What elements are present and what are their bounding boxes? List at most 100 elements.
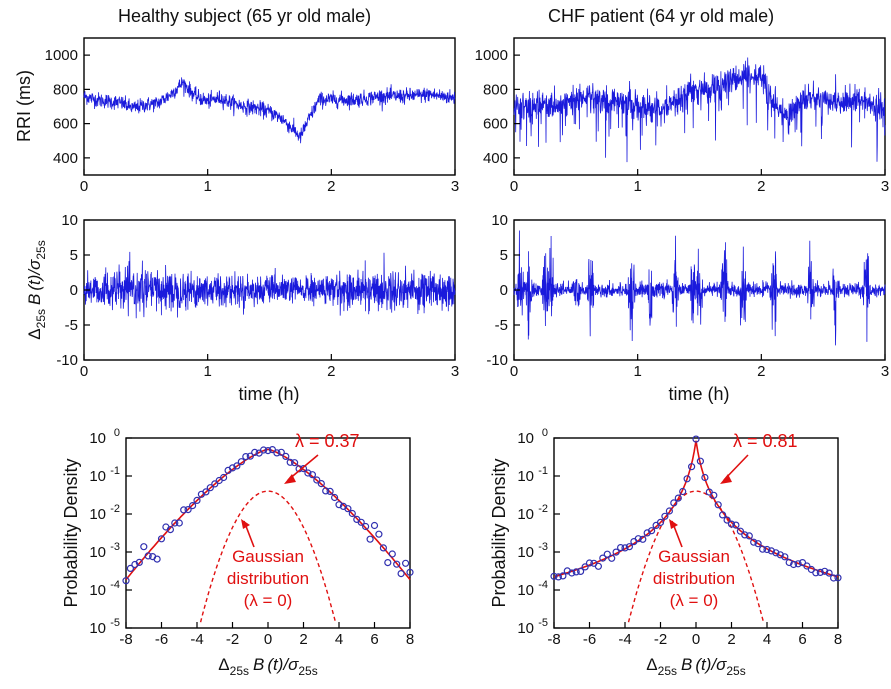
pdf-healthy-data-point xyxy=(135,558,143,567)
rri-healthy-xtick-label: 0 xyxy=(80,178,88,195)
pdf-chf-xtick-label: -8 xyxy=(547,631,560,648)
pdf-chf-data-point xyxy=(674,494,682,502)
incr-healthy-ytick-label: -10 xyxy=(56,352,78,369)
rri-chf-ytick-label: 1000 xyxy=(475,47,508,64)
pdf-healthy-xtick-label: -8 xyxy=(119,631,132,648)
pdf-chf-data-point xyxy=(701,473,709,482)
incr-healthy-xtick-label: 0 xyxy=(80,363,88,380)
right-panel-title: CHF patient (64 yr old male) xyxy=(548,6,775,26)
rri-chf-xtick-label: 2 xyxy=(757,178,765,195)
lambda-arrow-left xyxy=(287,454,319,481)
pdf-healthy-data-point xyxy=(171,519,179,527)
pdf-chf-data-point xyxy=(772,549,780,557)
pdf-healthy-data-point xyxy=(375,530,383,538)
pdf-chf-data-point xyxy=(736,527,745,535)
pdf-chf-data-point xyxy=(803,562,811,570)
pdf-healthy-data-point xyxy=(362,522,370,531)
incr-chf-xtick-label: 2 xyxy=(757,363,765,380)
pdf-chf-data-point xyxy=(559,572,567,580)
rri-chf-ytick-label: 600 xyxy=(483,116,508,133)
rri-healthy-ytick-label: 1000 xyxy=(45,47,78,64)
pdf-healthy-data-point xyxy=(202,488,210,496)
pdf-healthy-data-point xyxy=(211,480,219,488)
pdf-healthy-data-point xyxy=(246,452,254,460)
pdf-healthy-ytick-exponent: 0 xyxy=(114,427,120,439)
pdf-healthy-data-point xyxy=(286,458,294,466)
pdf-chf-xtick-label: 2 xyxy=(727,631,735,648)
incr-healthy-ytick-label: 10 xyxy=(61,212,78,229)
lambda-arrowhead-left xyxy=(284,474,296,484)
pdf-healthy-data-point xyxy=(304,469,312,477)
pdf-chf-data-point xyxy=(821,567,829,575)
time-x-axis-label-left: time (h) xyxy=(238,384,299,404)
pdf-healthy-data-point xyxy=(348,509,356,518)
gaussian-arrowhead-left xyxy=(241,519,250,529)
pdf-chf-data-point xyxy=(829,574,838,582)
rri-healthy-ytick-label: 400 xyxy=(53,150,78,167)
pdf-healthy-data-point xyxy=(384,558,392,567)
gaussian-label-line1-left: Gaussian xyxy=(232,547,304,566)
pdf-y-axis-label-left: Probability Density xyxy=(61,458,81,607)
rri-healthy-ytick-label: 800 xyxy=(53,81,78,98)
lambda-annotation-right: λ = 0.81 xyxy=(733,431,798,451)
rri-healthy-xtick-label: 2 xyxy=(327,178,335,195)
incr-chf-xtick-label: 0 xyxy=(510,363,518,380)
incr-chf-series-line xyxy=(513,230,886,346)
pdf-y-axis-label-right: Probability Density xyxy=(489,458,509,607)
pdf-healthy-data-point xyxy=(326,487,334,495)
pdf-chf-data-point xyxy=(732,521,740,529)
pdf-chf-xtick-label: 8 xyxy=(834,631,842,648)
pdf-chf-ytick-exponent: -4 xyxy=(538,579,548,591)
pdf-chf-data-point xyxy=(767,547,776,555)
pdf-chf-ytick-exponent: -3 xyxy=(538,541,548,553)
pdf-healthy-data-point xyxy=(233,462,241,470)
pdf-healthy-ytick-label: 10 xyxy=(89,506,106,523)
pdf-chf-ytick-label: 10 xyxy=(517,468,534,485)
rri-healthy-ytick-label: 600 xyxy=(53,116,78,133)
pdf-x-axis-label-left-text: Δ25s B (t)/σ25s xyxy=(218,655,317,678)
incr-healthy-ytick-label: 5 xyxy=(70,247,78,264)
pdf-chf-ytick-label: 10 xyxy=(517,506,534,523)
pdf-chf-ytick-label: 10 xyxy=(517,430,534,447)
pdf-healthy-data-point xyxy=(220,473,228,482)
pdf-healthy-xtick-label: 2 xyxy=(299,631,307,648)
pdf-chf-xtick-label: -4 xyxy=(618,631,631,648)
pdf-healthy-ytick-label: 10 xyxy=(89,544,106,561)
pdf-healthy-ytick-exponent: -3 xyxy=(110,541,120,553)
pdf-healthy-ytick-label: 10 xyxy=(89,468,106,485)
pdf-chf-data-point xyxy=(612,548,620,556)
pdf-chf-data-point xyxy=(798,558,807,567)
increment-y-axis-label-text: Δ25sB(t)/σ25s xyxy=(25,240,48,339)
gaussian-label-line3-left: (λ = 0) xyxy=(244,591,293,610)
pdf-healthy-data-point xyxy=(273,449,281,457)
incr-chf-ytick-label: 10 xyxy=(491,212,508,229)
pdf-healthy-ytick-label: 10 xyxy=(89,620,106,637)
pdf-chf-data-point xyxy=(754,540,762,548)
left-panel-title: Healthy subject (65 yr old male) xyxy=(118,6,372,26)
rri-y-axis-label: RRI (ms) xyxy=(14,70,34,142)
pdf-chf-data-point xyxy=(781,553,789,561)
incr-healthy-series-line xyxy=(83,251,456,319)
pdf-chf-xtick-label: 6 xyxy=(798,631,806,648)
pdf-chf-ytick-label: 10 xyxy=(517,544,534,561)
pdf-chf-ytick-label: 10 xyxy=(517,620,534,637)
rri-healthy-frame xyxy=(83,37,456,176)
pdf-chf-data-point xyxy=(550,572,558,580)
time-x-axis-label-right: time (h) xyxy=(668,384,729,404)
pdf-chf-ytick-exponent: -2 xyxy=(538,503,548,515)
pdf-chf-data-point xyxy=(568,569,576,577)
incr-healthy-ytick-label: 0 xyxy=(70,282,78,299)
incr-healthy-xtick-label: 2 xyxy=(327,363,335,380)
pdf-x-axis-label-right-text: Δ25s B (t)/σ25s xyxy=(646,655,745,678)
rri-chf-ytick-label: 400 xyxy=(483,150,508,167)
pdf-x-axis-label-left: Δ25s B (t)/σ25s xyxy=(218,655,317,678)
pdf-healthy-xtick-label: 0 xyxy=(264,631,272,648)
incr-chf-xtick-label: 1 xyxy=(633,363,641,380)
pdf-healthy-data-point xyxy=(144,552,152,560)
pdf-healthy-xtick-label: -6 xyxy=(155,631,168,648)
rri-chf-frame xyxy=(513,37,886,176)
pdf-chf-data-point xyxy=(661,512,669,520)
pdf-healthy-ytick-exponent: -1 xyxy=(110,465,120,477)
pdf-healthy-data-point xyxy=(140,543,148,551)
